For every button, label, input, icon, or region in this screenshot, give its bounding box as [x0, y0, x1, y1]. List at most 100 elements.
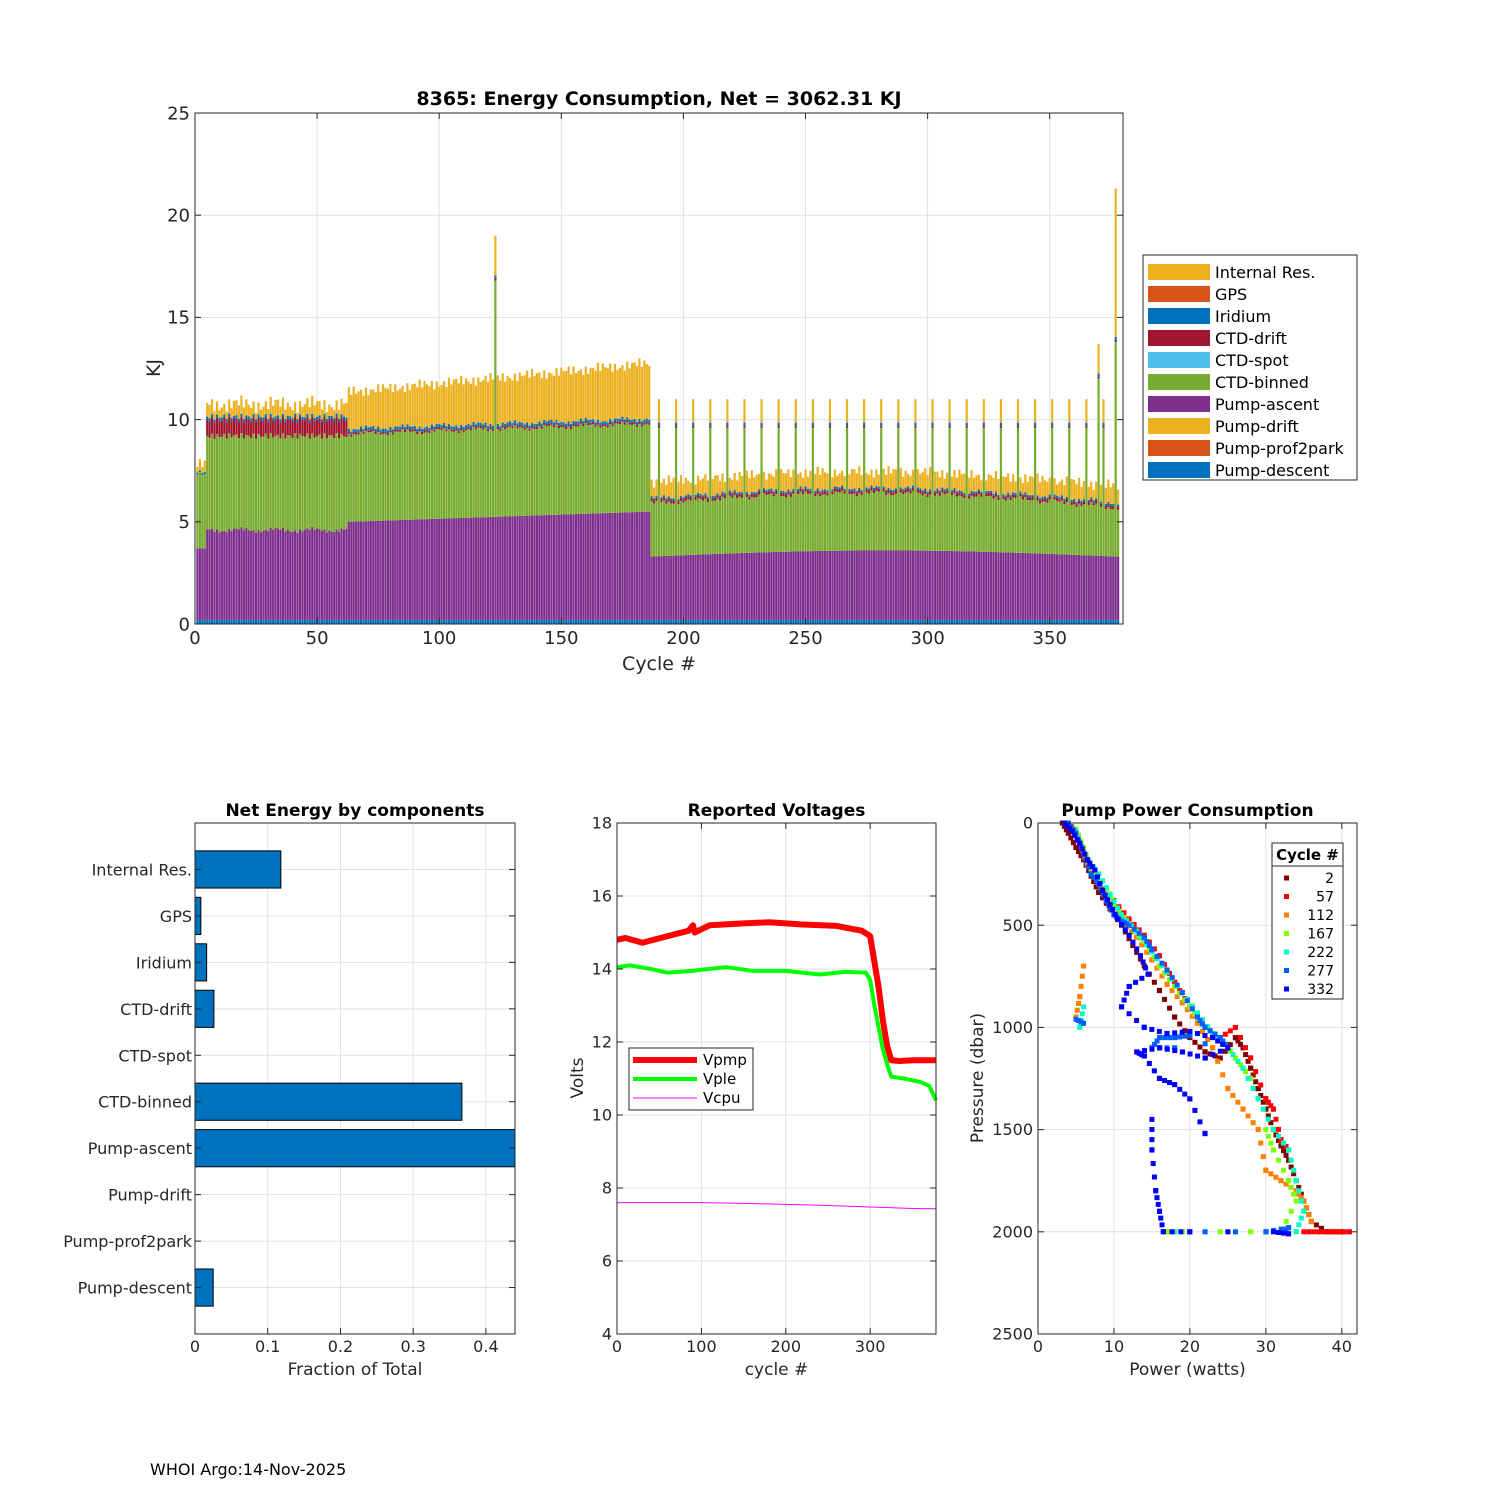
energy-bar-internal-res — [418, 379, 421, 427]
energy-bar-iridium — [948, 422, 951, 426]
energy-bar-pump-ascent — [758, 552, 761, 620]
energy-bar-ctd-drift — [1063, 500, 1066, 505]
energy-bar-ctd-drift — [335, 416, 338, 433]
energy-bar-pump-descent — [418, 619, 421, 624]
energy-bar-internal-res — [672, 477, 675, 499]
energy-bar-pump-ascent — [535, 515, 538, 620]
scatter-point — [1296, 1222, 1302, 1228]
energy-bar-ctd-binned — [645, 423, 648, 512]
energy-bar-pump-ascent — [877, 550, 880, 620]
energy-bar-ctd-binned — [272, 437, 275, 530]
energy-bar-pump-ascent — [855, 550, 858, 620]
energy-bar-internal-res — [889, 473, 893, 490]
energy-bar-ctd-drift — [337, 422, 341, 439]
energy-bar-pump-ascent — [985, 551, 988, 620]
energy-bar-ctd-drift — [1060, 497, 1064, 501]
scatter-point — [1280, 1230, 1286, 1236]
energy-bar-ctd-drift — [687, 496, 690, 500]
energy-bar-ctd-drift — [635, 424, 639, 427]
scatter-point — [1149, 1046, 1155, 1052]
energy-bar-iridium — [1077, 498, 1081, 501]
energy-bar-pump-ascent — [953, 551, 956, 620]
energy-bar-ctd-binned — [799, 491, 802, 552]
scatter-point — [1273, 1116, 1279, 1122]
energy-bar-pump-ascent — [875, 550, 878, 620]
energy-bar-iridium — [933, 490, 937, 493]
energy-bar-ctd-drift — [750, 493, 753, 497]
energy-bar-ctd-binned — [1033, 427, 1037, 554]
energy-bar-ctd-binned — [406, 429, 409, 520]
energy-bar-ctd-binned — [372, 431, 375, 521]
energy-bar-iridium — [899, 487, 902, 490]
energy-bar-internal-res — [780, 469, 783, 491]
energy-bar-iridium — [606, 422, 609, 426]
energy-bar-ctd-drift — [628, 422, 631, 425]
energy-bar-pump-ascent — [736, 553, 739, 620]
energy-bar-internal-res — [208, 404, 211, 419]
energy-bar-ctd-binned — [538, 426, 541, 516]
energy-bar-pump-ascent — [269, 527, 272, 620]
energy-bar-ctd-binned — [579, 423, 582, 514]
legend-label: 2 — [1325, 871, 1334, 887]
energy-bar-internal-res — [885, 474, 888, 491]
energy-bar-ctd-drift — [381, 431, 385, 434]
scatter-point — [1194, 1031, 1200, 1037]
energy-bar-pump-ascent — [924, 550, 927, 620]
energy-bar-ctd-drift — [655, 497, 658, 501]
energy-bar-internal-res — [902, 476, 905, 490]
y-tick-label: 10 — [167, 410, 190, 431]
scatter-point — [1286, 1225, 1292, 1231]
scatter-point — [1078, 853, 1084, 859]
energy-bar-internal-res — [882, 468, 885, 487]
energy-bar-pump-ascent — [294, 530, 297, 620]
energy-bar-internal-res — [1099, 484, 1103, 502]
scatter-point — [1126, 916, 1132, 922]
energy-bar-ctd-binned — [762, 493, 766, 553]
energy-bar-pump-ascent — [406, 519, 409, 620]
energy-bar-internal-res — [225, 411, 228, 420]
energy-bar-internal-res — [267, 409, 270, 420]
energy-bar-pump-descent — [985, 619, 988, 624]
energy-bar-pump-descent — [677, 619, 680, 624]
energy-bar-iridium — [364, 425, 368, 429]
energy-bar-ctd-binned — [845, 427, 849, 551]
energy-bar-pump-descent — [716, 619, 719, 624]
scatter-point — [1232, 1229, 1238, 1235]
energy-bar-ctd-binned — [587, 425, 590, 514]
energy-bar-iridium — [501, 422, 504, 426]
energy-bar-ctd-drift — [428, 430, 431, 433]
energy-bar-internal-res — [372, 389, 375, 427]
energy-bar-pump-ascent — [474, 517, 477, 620]
energy-bar-iridium — [750, 491, 753, 494]
energy-bar-iridium — [716, 493, 719, 496]
energy-bar-pump-descent — [1114, 619, 1117, 624]
energy-bar-ctd-binned — [472, 426, 475, 518]
energy-bar-iridium — [662, 495, 665, 498]
energy-bar-ctd-binned — [792, 493, 795, 552]
energy-bar-ctd-binned — [274, 435, 277, 528]
energy-bar-internal-res — [953, 469, 956, 488]
energy-bar-ctd-drift — [1102, 425, 1105, 428]
energy-bar-internal-res — [728, 477, 731, 491]
energy-bar-pump-descent — [960, 619, 963, 624]
energy-bar-ctd-binned — [794, 427, 797, 552]
energy-bar-ctd-binned — [408, 431, 412, 520]
energy-bar-ctd-binned — [389, 432, 392, 521]
energy-bar-pump-ascent — [716, 553, 719, 620]
energy-bar-ctd-drift — [362, 431, 365, 434]
energy-bar-internal-res — [601, 363, 604, 422]
energy-bar-pump-ascent — [555, 514, 558, 620]
energy-bar-iridium — [811, 422, 814, 426]
scatter-point — [1318, 1225, 1324, 1231]
energy-bar-iridium — [548, 420, 551, 424]
energy-bar-ctd-drift — [909, 490, 912, 494]
energy-bar-ctd-drift — [1004, 497, 1007, 501]
energy-bar-ctd-drift — [990, 492, 993, 496]
energy-bar-internal-res — [342, 403, 346, 417]
energy-bar-internal-res — [281, 397, 285, 414]
energy-bar-pump-descent — [894, 619, 897, 624]
energy-bar-ctd-drift — [714, 497, 717, 501]
energy-bar-pump-ascent — [1041, 553, 1044, 620]
x-tick-label: 250 — [788, 628, 822, 649]
energy-bar-iridium — [347, 428, 350, 432]
